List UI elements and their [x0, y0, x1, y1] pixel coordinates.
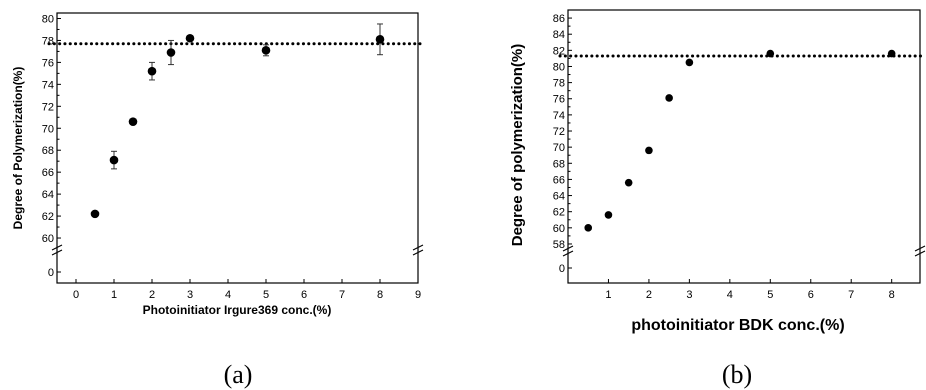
panel-a-y-tick-label: 60: [42, 233, 54, 245]
panel-b-y-tick-label: 58: [553, 239, 565, 251]
panel-b-y-tick-label: 84: [553, 29, 565, 41]
panel-b-axis-break-mark: [914, 245, 926, 252]
panel-a-x-tick-label: 6: [301, 289, 307, 301]
panel-a-x-tick-label: 1: [111, 289, 117, 301]
panel-b-data-point: [584, 224, 593, 232]
panel-a-y-axis-title: Degree of Polymerization(%): [11, 67, 25, 230]
panel-a-x-tick-label: 5: [263, 289, 269, 301]
panel-b-axis-break-mark: [914, 250, 926, 257]
panel-b-x-axis-title: photoinitiator BDK conc.(%): [631, 317, 844, 334]
panel-a-x-axis-title: Photoinitiator Irgure369 conc.(%): [143, 303, 332, 317]
panel-a-x-tick-label: 7: [339, 289, 345, 301]
panel-b-y-tick-label: 66: [553, 174, 565, 186]
panel-a-plot-frame: [56, 12, 419, 284]
panel-b-data-point: [685, 58, 694, 67]
panel-b-caption: (b): [722, 360, 752, 389]
panel-b-data-point: [624, 178, 633, 187]
panel-a-axis-break-mark: [412, 244, 424, 251]
panel-a-y-tick-label: 70: [42, 123, 54, 135]
panel-b-y-tick-label: 76: [553, 94, 565, 106]
panel-b-y-tick-label: 82: [553, 45, 565, 57]
panel-b-x-tick-label: 3: [686, 289, 692, 301]
panel-a-x-tick-label: 2: [149, 289, 155, 301]
panel-b-y-tick-label: 60: [553, 223, 565, 235]
panel-b-y-tick-label: 64: [553, 191, 565, 203]
panel-b-x-tick-label: 6: [808, 289, 814, 301]
panel-a-x-tick-label: 0: [73, 289, 79, 301]
panel-b-y-tick-label: 70: [553, 142, 565, 154]
panel-b-x-tick-label: 5: [767, 289, 773, 301]
panel-a-y-tick-label: 62: [42, 211, 54, 223]
panel-b-y-tick-label: 86: [553, 13, 565, 25]
panel-b-y-tick-label: 62: [553, 207, 565, 219]
panel-a-axis-break-mark: [412, 249, 424, 256]
panel-b-x-tick-label: 8: [889, 289, 895, 301]
panel-b-plot-frame: [567, 9, 921, 284]
panel-b-data-point: [887, 49, 896, 58]
panel-a-data-point: [375, 35, 385, 44]
panel-b-chart: 1 2 3 4 5 6 7 85860626466687072747678808284860 …: [509, 9, 926, 389]
panel-a-y-tick-label: 64: [42, 189, 54, 201]
panel-a-data-point: [185, 33, 195, 43]
panel-b-data-point: [665, 94, 673, 102]
panel-b-data-point: [766, 49, 775, 58]
panel-a-x-tick-label: 8: [377, 289, 383, 301]
panel-a-data-point: [147, 66, 157, 76]
panel-b-y-tick-label: 78: [553, 78, 565, 90]
panel-b-axis-break-mark: [562, 250, 574, 257]
panel-a-y-tick-label: 72: [42, 101, 54, 113]
panel-a-y-tick-label: 68: [42, 145, 54, 157]
panel-a-data-point: [261, 46, 271, 55]
panel-a-y-tick-label: 74: [42, 79, 54, 91]
panel-a-data-point: [90, 209, 100, 219]
panel-a-y-tick-label: 78: [42, 35, 54, 47]
panel-b-y-tick-label: 68: [553, 158, 565, 170]
panel-b-y-tick-label: 72: [553, 126, 565, 138]
panel-b-x-tick-label: 2: [646, 289, 652, 301]
panel-a-y-tick-label: 80: [42, 13, 54, 25]
panel-b-y-axis-title: Degree of polymerization(%): [509, 44, 526, 247]
panel-b-y-tick-label: 0: [559, 263, 565, 275]
panel-b-x-tick-label: 1: [605, 289, 611, 301]
panel-a-data-point: [109, 155, 119, 165]
panel-a-axis-break-mark: [51, 249, 63, 256]
panel-a-x-tick-label: 9: [415, 289, 421, 301]
panel-a-caption: (a): [224, 360, 253, 389]
panel-a-data-point: [128, 117, 138, 126]
panel-a-y-tick-label: 0: [48, 267, 54, 279]
panel-b-data-point: [645, 146, 653, 155]
panel-a-x-tick-label: 3: [187, 289, 193, 301]
panel-a-x-tick-label: 4: [225, 289, 231, 301]
panel-b-y-tick-label: 80: [553, 61, 565, 73]
panel-b-y-tick-label: 74: [553, 110, 565, 122]
panel-a-y-tick-label: 76: [42, 57, 54, 69]
panel-a-data-point: [166, 48, 176, 57]
panel-b-data-point: [604, 211, 613, 219]
panel-b-x-tick-label: 4: [727, 289, 733, 301]
panel-a-axis-break-mark: [51, 244, 63, 251]
panel-a-y-tick-label: 66: [42, 167, 54, 179]
panel-b-axis-break-mark: [562, 245, 574, 252]
panel-b-x-tick-label: 7: [848, 289, 854, 301]
